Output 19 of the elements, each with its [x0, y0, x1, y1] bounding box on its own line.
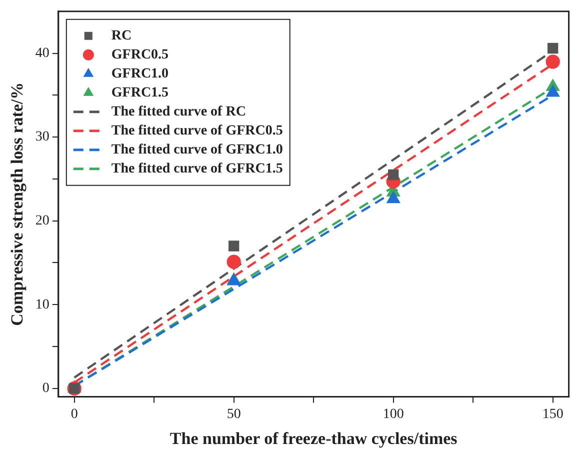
y-axis-title: Compressive strength loss rate/% [8, 82, 27, 326]
legend-label: GFRC1.0 [111, 66, 169, 82]
y-tick-label: 30 [35, 130, 50, 145]
legend-label: The fitted curve of RC [111, 104, 246, 120]
legend-label: The fitted curve of GFRC1.5 [111, 162, 283, 177]
x-tick-label: 50 [226, 406, 241, 422]
legend-label: GFRC1.5 [111, 86, 169, 101]
legend-label: The fitted curve of GFRC0.5 [111, 124, 283, 139]
y-tick-label: 40 [35, 46, 50, 61]
x-tick-label: 100 [382, 406, 404, 422]
legend-label: The fitted curve of GFRC1.0 [111, 142, 283, 158]
y-tick-label: 0 [42, 381, 50, 396]
x-tick-label: 0 [70, 406, 78, 422]
y-tick-label: 10 [35, 297, 50, 312]
x-axis-title: The number of freeze-thaw cycles/times [170, 429, 458, 448]
x-tick-label: 150 [542, 406, 564, 422]
y-tick-label: 20 [35, 214, 50, 229]
legend-label: RC [111, 28, 132, 44]
legend-label: GFRC0.5 [111, 48, 169, 63]
